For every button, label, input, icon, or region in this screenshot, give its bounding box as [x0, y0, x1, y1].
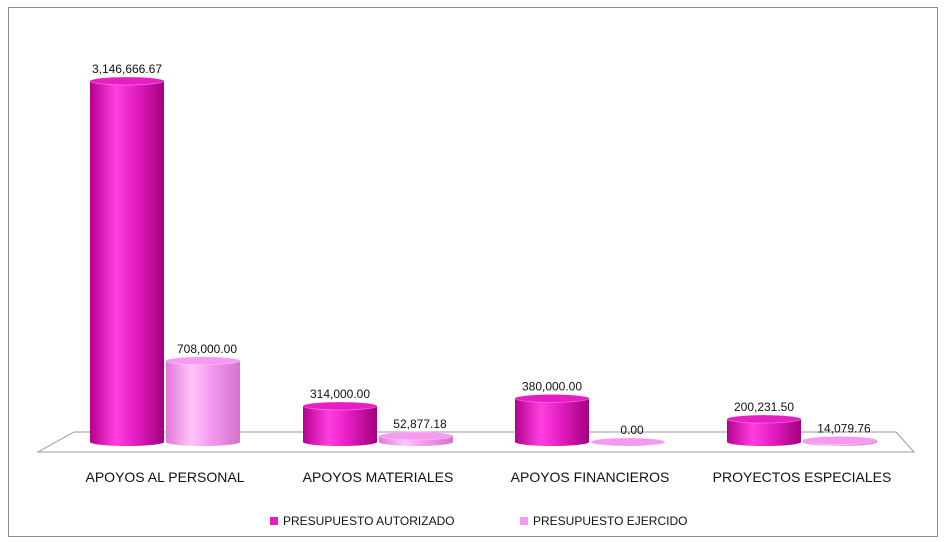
bar-autorizado-2 [514, 394, 590, 446]
legend-item-0: PRESUPUESTO AUTORIZADO [270, 514, 455, 528]
bar-ejercido-0 [165, 356, 241, 446]
bar-ejercido-2 [590, 437, 666, 447]
value-label: 708,000.00 [177, 342, 237, 356]
value-label: 52,877.18 [393, 417, 447, 431]
value-label: 0.00 [620, 423, 644, 437]
bar-ejercido-3 [802, 435, 878, 446]
category-label: APOYOS AL PERSONAL [86, 469, 245, 485]
category-label: APOYOS MATERIALES [303, 469, 454, 485]
value-label: 314,000.00 [310, 387, 370, 401]
legend-label: PRESUPUESTO EJERCIDO [533, 514, 687, 528]
legend-label: PRESUPUESTO AUTORIZADO [283, 514, 455, 528]
category-labels-group: APOYOS AL PERSONAL APOYOS MATERIALES APOYO… [86, 469, 892, 485]
chart-floor [36, 431, 916, 453]
legend: PRESUPUESTO AUTORIZADO PRESUPUESTO EJERCI… [270, 514, 687, 528]
category-label: PROYECTOS ESPECIALES [713, 469, 892, 485]
value-labels-group: 3,146,666.67 708,000.00 314,000.00 52,877.1… [92, 62, 871, 437]
value-label: 380,000.00 [522, 379, 582, 393]
value-label: 14,079.76 [817, 421, 871, 435]
bar-autorizado-3 [726, 414, 802, 446]
bar-autorizado-1 [302, 401, 378, 446]
legend-swatch [520, 517, 528, 525]
bar-autorizado-0 [89, 76, 165, 446]
legend-swatch [270, 517, 278, 525]
bar-ejercido-1 [378, 431, 454, 446]
value-label: 200,231.50 [734, 400, 794, 414]
bars-group [89, 76, 878, 447]
legend-item-1: PRESUPUESTO EJERCIDO [520, 514, 687, 528]
value-label: 3,146,666.67 [92, 62, 162, 76]
category-label: APOYOS FINANCIEROS [511, 469, 670, 485]
